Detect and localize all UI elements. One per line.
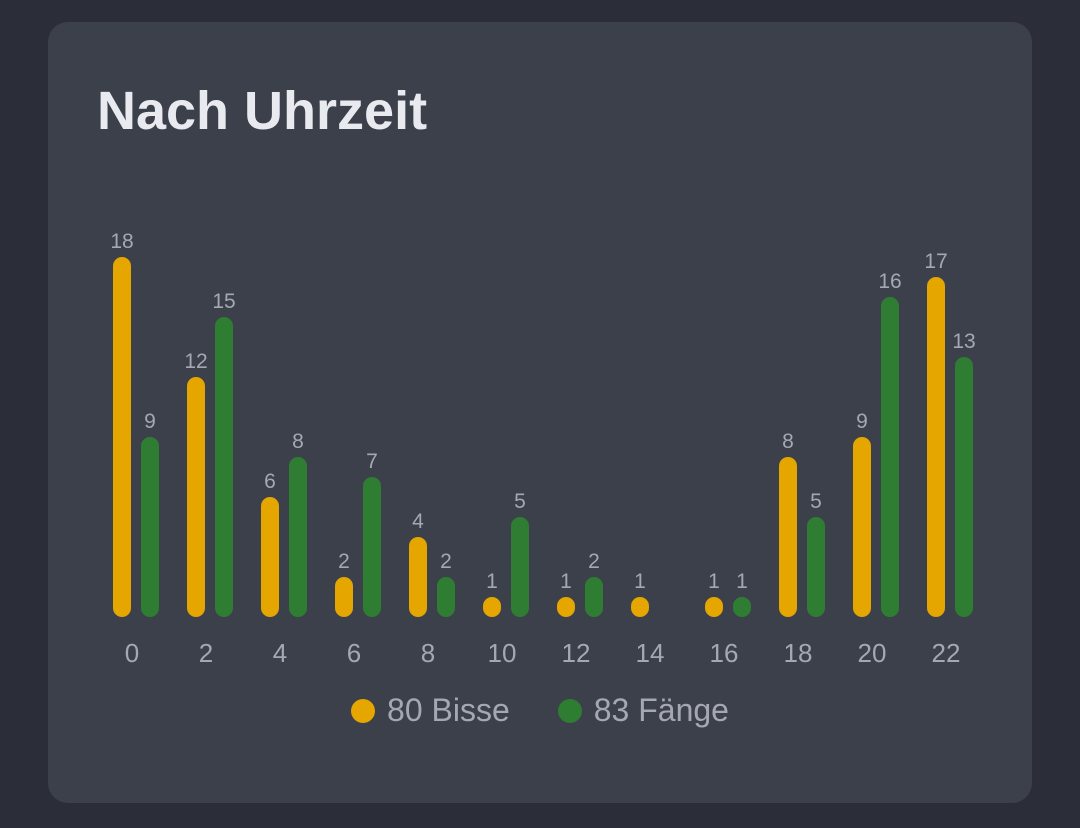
- x-tick-label: 2: [199, 638, 213, 668]
- legend: 80 Bisse 83 Fänge: [0, 692, 1080, 729]
- x-tick-label: 20: [858, 638, 887, 668]
- data-label: 9: [856, 410, 868, 433]
- data-label: 16: [878, 270, 901, 293]
- bar-bisse[interactable]: [705, 597, 723, 617]
- bar-bisse[interactable]: [631, 597, 649, 617]
- data-label: 9: [144, 410, 156, 433]
- bar-bisse[interactable]: [409, 537, 427, 617]
- x-tick-label: 12: [562, 638, 591, 668]
- data-label: 1: [634, 570, 646, 593]
- bar-bisse[interactable]: [187, 377, 205, 617]
- bar-faenge[interactable]: [511, 517, 529, 617]
- legend-dot-bisse: [351, 698, 376, 723]
- legend-dot-faenge: [557, 698, 582, 723]
- data-label: 1: [560, 570, 572, 593]
- data-label: 8: [782, 430, 794, 453]
- bar-faenge[interactable]: [807, 517, 825, 617]
- bar-faenge[interactable]: [215, 317, 233, 617]
- bar-bisse[interactable]: [483, 597, 501, 617]
- data-label: 12: [184, 350, 207, 373]
- bar-faenge[interactable]: [881, 297, 899, 617]
- data-label: 18: [110, 230, 133, 253]
- data-label: 7: [366, 450, 378, 473]
- bar-bisse[interactable]: [557, 597, 575, 617]
- bar-faenge[interactable]: [585, 577, 603, 617]
- bar-faenge[interactable]: [955, 357, 973, 617]
- data-label: 5: [514, 490, 526, 513]
- bar-bisse[interactable]: [853, 437, 871, 617]
- data-label: 1: [736, 570, 748, 593]
- bar-faenge[interactable]: [733, 597, 751, 617]
- x-tick-label: 22: [932, 638, 961, 668]
- x-tick-label: 14: [636, 638, 665, 668]
- bar-faenge[interactable]: [437, 577, 455, 617]
- bar-bisse[interactable]: [927, 277, 945, 617]
- data-label: 15: [212, 290, 235, 313]
- x-tick-label: 4: [273, 638, 287, 668]
- data-label: 2: [338, 550, 350, 573]
- data-label: 17: [924, 250, 947, 273]
- x-tick-label: 0: [125, 638, 139, 668]
- bar-faenge[interactable]: [289, 457, 307, 617]
- data-label: 2: [588, 550, 600, 573]
- chart-card: Nach Uhrzeit: [48, 22, 1032, 803]
- data-label: 5: [810, 490, 822, 513]
- x-tick-label: 6: [347, 638, 361, 668]
- bar-bisse[interactable]: [779, 457, 797, 617]
- data-label: 8: [292, 430, 304, 453]
- bar-faenge[interactable]: [363, 477, 381, 617]
- data-label: 2: [440, 550, 452, 573]
- legend-label-faenge: 83 Fänge: [593, 692, 729, 728]
- bar-bisse[interactable]: [261, 497, 279, 617]
- x-tick-label: 16: [710, 638, 739, 668]
- chart-title: Nach Uhrzeit: [97, 81, 428, 141]
- data-label: 13: [952, 330, 975, 353]
- data-label: 4: [412, 510, 424, 533]
- x-tick-label: 10: [488, 638, 517, 668]
- data-label: 6: [264, 470, 276, 493]
- bar-bisse[interactable]: [335, 577, 353, 617]
- bar-faenge[interactable]: [141, 437, 159, 617]
- legend-item-faenge[interactable]: 83 Fänge: [557, 692, 729, 729]
- legend-label-bisse: 80 Bisse: [387, 692, 510, 728]
- data-label: 1: [486, 570, 498, 593]
- bar-bisse[interactable]: [113, 257, 131, 617]
- data-label: 1: [708, 570, 720, 593]
- x-tick-label: 8: [421, 638, 435, 668]
- x-tick-label: 18: [784, 638, 813, 668]
- legend-item-bisse[interactable]: 80 Bisse: [351, 692, 510, 729]
